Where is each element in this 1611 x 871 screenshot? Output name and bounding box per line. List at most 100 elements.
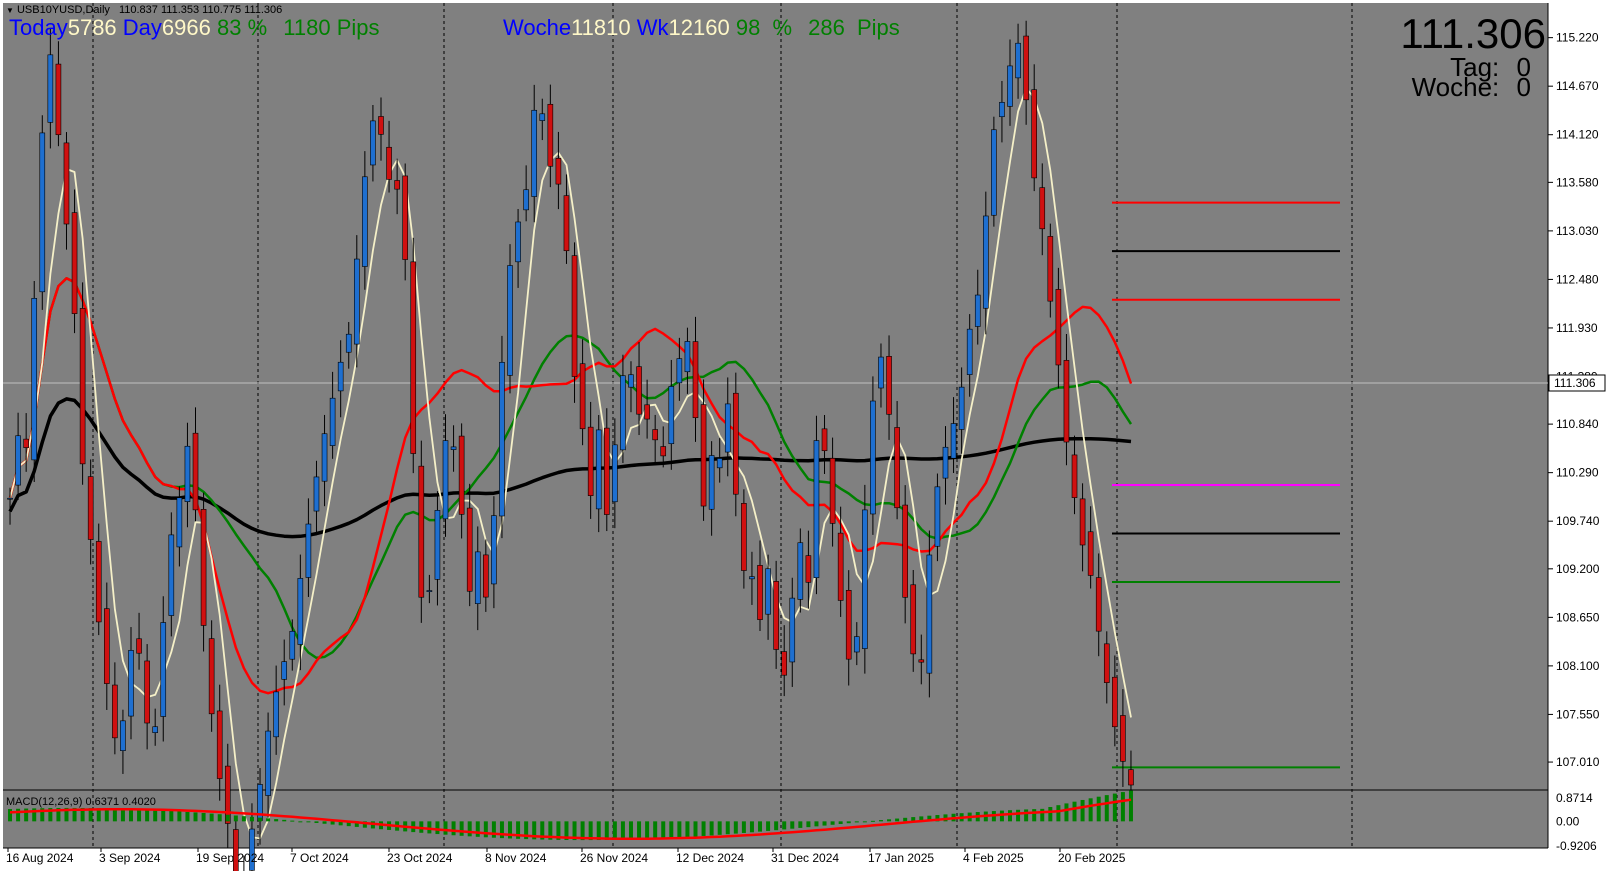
bull-candle [974,294,981,327]
macd-histogram-bar [935,815,940,822]
price-tick-label: 110.290 [1556,466,1599,480]
price-tick-label: 114.120 [1556,128,1599,142]
bull-candle [15,435,21,486]
day-label: Day [122,15,162,40]
macd-histogram-bar [249,816,254,822]
info-bar: Today5786 Day6966 83 % 1180 Pips [9,15,380,41]
bear-candle [418,465,425,598]
bull-candle [305,523,312,578]
macd-histogram-bar [895,818,900,822]
macd-label: MACD(12,26,9) 0.6371 0.4020 [6,796,156,808]
macd-histogram-bar [806,821,811,828]
macd-signal-line [9,798,1132,841]
macd-histogram-bar [1104,795,1109,822]
date-tick-label: 16 Aug 2024 [6,851,74,865]
bear-candle [144,660,150,724]
bear-candle [1103,643,1110,683]
macd-histogram-bar [661,821,666,839]
bull-candle [515,221,521,263]
bear-candle [63,142,70,225]
macd-histogram-bar [266,818,271,822]
bull-candle [168,534,175,616]
macd-histogram-bar [137,809,142,822]
ohlc-values: 110.837 111.353 110.775 111.306 [118,4,283,16]
macd-histogram-bar [225,814,230,822]
bear-candle [402,175,408,260]
bull-candle [345,333,352,353]
bear-candle [386,146,392,180]
bear-candle [483,554,489,598]
bull-candle [676,358,683,384]
macd-histogram-bar [725,821,730,835]
wk-pips-label: Pips [856,15,900,40]
bear-candle [579,363,586,430]
wk-percent-sign: % [772,15,792,40]
bull-candle [442,440,449,520]
bull-candle [289,630,296,660]
bear-candle [700,404,707,507]
macd-histogram-bar [177,811,182,822]
bull-candle [362,176,368,267]
macd-histogram-bar [749,821,754,833]
bear-candle [208,638,215,715]
date-tick-label: 23 Oct 2024 [387,851,453,865]
bear-candle [741,503,747,571]
price-tick-label: 112.480 [1556,272,1599,286]
day-value: 6966 [161,15,211,40]
macd-tick-label: -0.9206 [1556,839,1597,853]
today-value: 5786 [67,15,117,40]
bear-candle [55,63,62,136]
macd-histogram-bar [846,821,851,824]
macd-histogram-bar [1064,803,1069,822]
macd-histogram-bar [145,809,150,822]
macd-histogram-bar [1040,808,1045,822]
dropdown-arrow-icon[interactable]: ▼ [6,6,14,15]
bear-candle [112,684,118,739]
bear-candle [224,765,231,824]
bear-candle [1063,360,1070,443]
date-tick-label: 26 Nov 2024 [580,851,648,865]
macd-histogram-bar [612,821,617,840]
bear-candle [821,428,828,452]
bear-candle [1071,454,1078,498]
bull-candle [789,597,796,663]
date-tick-label: 8 Nov 2024 [485,851,547,865]
candlesticks [7,20,1134,871]
bear-candle [918,659,925,663]
bull-candle [853,636,860,653]
price-tick-label: 113.580 [1556,175,1599,189]
macd-histogram-bar [1112,793,1117,822]
macd-histogram-bar [596,821,601,841]
macd-histogram-bar [128,809,133,822]
macd-histogram-bar [693,821,698,837]
macd-histogram-bar [588,821,593,841]
bull-candle [152,726,158,733]
bear-candle [733,392,739,495]
main-plot-area[interactable] [3,3,1548,790]
macd-histogram-bar [346,821,351,827]
bull-candle [329,397,336,446]
macd-histogram-bar [1080,799,1085,822]
macd-histogram-bar [701,821,706,836]
macd-histogram-bar [540,821,545,840]
macd-histogram-bar [733,821,738,834]
macd-histogram-bar [604,821,609,840]
bull-candle [507,265,513,376]
bear-candle [466,507,473,592]
macd-histogram-bar [354,821,359,827]
bull-candle [991,129,997,216]
macd-histogram-bar [161,810,166,822]
bear-candle [563,195,570,252]
macd-histogram-bar [685,821,690,837]
bull-candle [539,113,546,121]
macd-histogram-bar [8,809,13,822]
bull-candle [595,429,602,510]
bull-candle [7,497,13,500]
bear-candle [886,356,892,415]
date-tick-label: 12 Dec 2024 [676,851,744,865]
macd-histogram-bar [1096,796,1101,822]
bull-candle [474,551,481,604]
macd-histogram-bar [80,807,85,822]
